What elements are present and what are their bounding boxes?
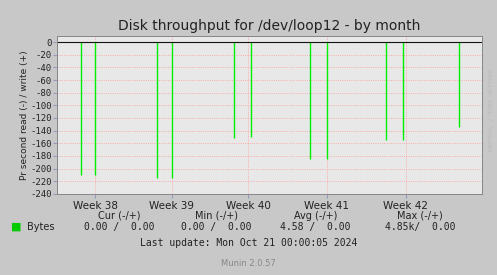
- Y-axis label: Pr second read (-) / write (+): Pr second read (-) / write (+): [20, 50, 29, 180]
- Text: Last update: Mon Oct 21 00:00:05 2024: Last update: Mon Oct 21 00:00:05 2024: [140, 238, 357, 248]
- Text: Avg (-/+): Avg (-/+): [294, 211, 337, 221]
- Text: Bytes: Bytes: [27, 222, 55, 232]
- Text: RRDTOOL / TOBI OETIKER: RRDTOOL / TOBI OETIKER: [489, 69, 494, 151]
- Text: Munin 2.0.57: Munin 2.0.57: [221, 259, 276, 268]
- Text: 4.85k/  0.00: 4.85k/ 0.00: [385, 222, 455, 232]
- Text: Min (-/+): Min (-/+): [195, 211, 238, 221]
- Text: 0.00 /  0.00: 0.00 / 0.00: [84, 222, 155, 232]
- Text: ■: ■: [11, 222, 21, 232]
- Title: Disk throughput for /dev/loop12 - by month: Disk throughput for /dev/loop12 - by mon…: [118, 19, 421, 33]
- Text: Cur (-/+): Cur (-/+): [98, 211, 141, 221]
- Text: Max (-/+): Max (-/+): [397, 211, 443, 221]
- Text: 0.00 /  0.00: 0.00 / 0.00: [181, 222, 251, 232]
- Text: 4.58 /  0.00: 4.58 / 0.00: [280, 222, 351, 232]
